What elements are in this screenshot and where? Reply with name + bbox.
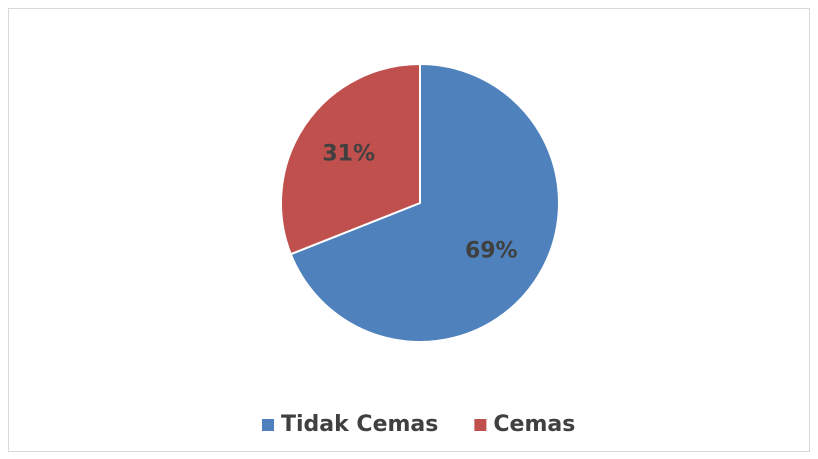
legend-swatch bbox=[474, 419, 487, 431]
legend-label: Tidak Cemas bbox=[281, 412, 438, 437]
pie-slice bbox=[289, 62, 560, 343]
legend-swatch bbox=[262, 419, 274, 431]
legend-label: Cemas bbox=[493, 412, 575, 437]
pie-slice bbox=[280, 62, 421, 256]
data-label: 31% bbox=[322, 142, 375, 167]
data-label: 69% bbox=[465, 238, 518, 263]
